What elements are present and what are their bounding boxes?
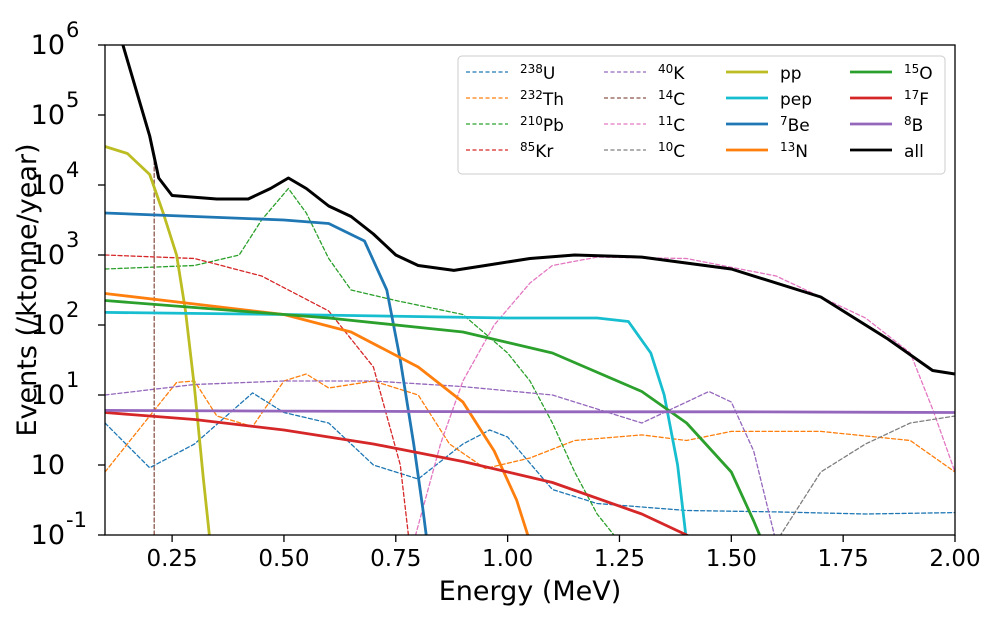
legend-label: 232Th	[520, 88, 564, 110]
legend-label: 210Pb	[520, 114, 564, 136]
legend-label-sup: 15	[904, 62, 919, 76]
series-line-210pb	[105, 187, 615, 535]
legend-label-sup: 13	[780, 140, 795, 154]
series-line-all	[121, 45, 955, 376]
legend-label-sup: 10	[658, 140, 673, 154]
y-tick-base: 10	[31, 100, 65, 131]
y-tick-base: 10	[31, 450, 65, 481]
y-tick-exponent: 4	[66, 158, 79, 182]
legend-label: 14C	[658, 88, 685, 110]
legend-label: 17F	[904, 88, 929, 110]
y-tick-base: 10	[31, 520, 65, 551]
series-line-7be	[105, 211, 428, 535]
y-tick-exponent: 6	[66, 18, 79, 42]
y-tick-exponent: 5	[66, 88, 79, 112]
series-line-pp	[105, 145, 211, 535]
series-line-85kr	[105, 254, 410, 535]
legend-label: all	[904, 142, 924, 162]
legend-label: pep	[780, 90, 812, 110]
y-tick-label: 10	[31, 100, 65, 131]
series-line-8b	[105, 409, 955, 414]
legend: 238U232Th210Pb85Kr40K14C11C10Cpppep7Be13…	[457, 55, 946, 175]
y-tick-label: 10	[31, 310, 65, 341]
legend-label-sup: 40	[658, 62, 673, 76]
y-tick-label: 10	[31, 450, 65, 481]
legend-label-base: O	[919, 64, 932, 84]
series-line-11c	[414, 256, 955, 535]
legend-label-base: C	[673, 142, 685, 162]
y-tick-label: 10	[31, 170, 65, 201]
series-line-15o	[105, 299, 762, 535]
legend-label-sup: 14	[658, 88, 673, 102]
legend-label: 40K	[658, 62, 685, 84]
x-tick-label: 1.25	[594, 546, 645, 572]
series-line-pep	[105, 311, 688, 535]
series-layer	[105, 45, 955, 535]
legend-label-sup: 232	[520, 88, 543, 102]
y-tick-label: 10	[31, 520, 65, 551]
plot-frame	[104, 44, 956, 536]
y-tick-base: 10	[31, 30, 65, 61]
legend-label-sup: 17	[904, 88, 919, 102]
y-tick-exponent: 2	[66, 298, 79, 322]
legend-label: 238U	[520, 62, 555, 84]
x-tick-label: 2.00	[929, 546, 980, 572]
legend-label-base: Th	[542, 90, 564, 110]
legend-label-base: all	[904, 142, 924, 162]
y-axis-label: Events (/ktonne/year)	[12, 143, 43, 436]
legend-label-sup: 85	[520, 140, 535, 154]
legend-label-base: Kr	[535, 142, 553, 162]
x-tick-label: 0.25	[146, 546, 197, 572]
legend-label: 13N	[780, 140, 808, 162]
legend-label-base: K	[673, 64, 685, 84]
legend-label-base: Pb	[543, 116, 564, 136]
legend-label: 10C	[658, 140, 685, 162]
series-line-13n	[105, 292, 530, 535]
x-tick-label: 0.75	[370, 546, 421, 572]
legend-label-sup: 7	[780, 114, 788, 128]
x-tick-label: 1.50	[706, 546, 757, 572]
series-line-17f	[105, 411, 690, 535]
y-tick-base: 10	[31, 170, 65, 201]
y-tick-base: 10	[31, 240, 65, 271]
legend-label: pp	[780, 64, 802, 84]
legend-label: 85Kr	[520, 140, 553, 162]
legend-label-base: Be	[788, 116, 810, 136]
y-tick-base: 10	[31, 380, 65, 411]
legend-label-base: pp	[780, 64, 802, 84]
legend-label: 8B	[904, 114, 923, 136]
legend-label-base: C	[673, 90, 685, 110]
legend-label: 11C	[658, 114, 685, 136]
y-tick-label: 10	[31, 30, 65, 61]
y-tick-label: 10	[31, 380, 65, 411]
legend-label-base: F	[919, 90, 929, 110]
legend-label-sup: 8	[904, 114, 912, 128]
y-tick-exponent: -1	[66, 508, 87, 532]
legend-label-sup: 11	[658, 114, 673, 128]
legend-label-sup: 210	[520, 114, 543, 128]
legend-label-base: N	[795, 142, 808, 162]
series-line-40k	[105, 380, 776, 535]
legend-box	[457, 55, 946, 175]
legend-label-base: C	[673, 116, 685, 136]
legend-label-base: U	[543, 64, 555, 84]
legend-label-base: pep	[780, 90, 812, 110]
y-tick-label: 10	[31, 240, 65, 271]
y-tick-exponent: 1	[66, 368, 79, 392]
legend-label-sup: 238	[520, 62, 543, 76]
series-line-232th	[105, 373, 955, 473]
legend-label: 15O	[904, 62, 933, 84]
x-tick-label: 0.50	[258, 546, 309, 572]
x-tick-label: 1.75	[818, 546, 869, 572]
legend-label: 7Be	[780, 114, 810, 136]
y-tick-exponent: 3	[66, 228, 79, 252]
series-line-10c	[779, 415, 955, 535]
y-tick-base: 10	[31, 310, 65, 341]
x-axis-label: Energy (MeV)	[439, 576, 622, 607]
x-tick-label: 1.00	[482, 546, 533, 572]
legend-label-base: B	[912, 116, 924, 136]
